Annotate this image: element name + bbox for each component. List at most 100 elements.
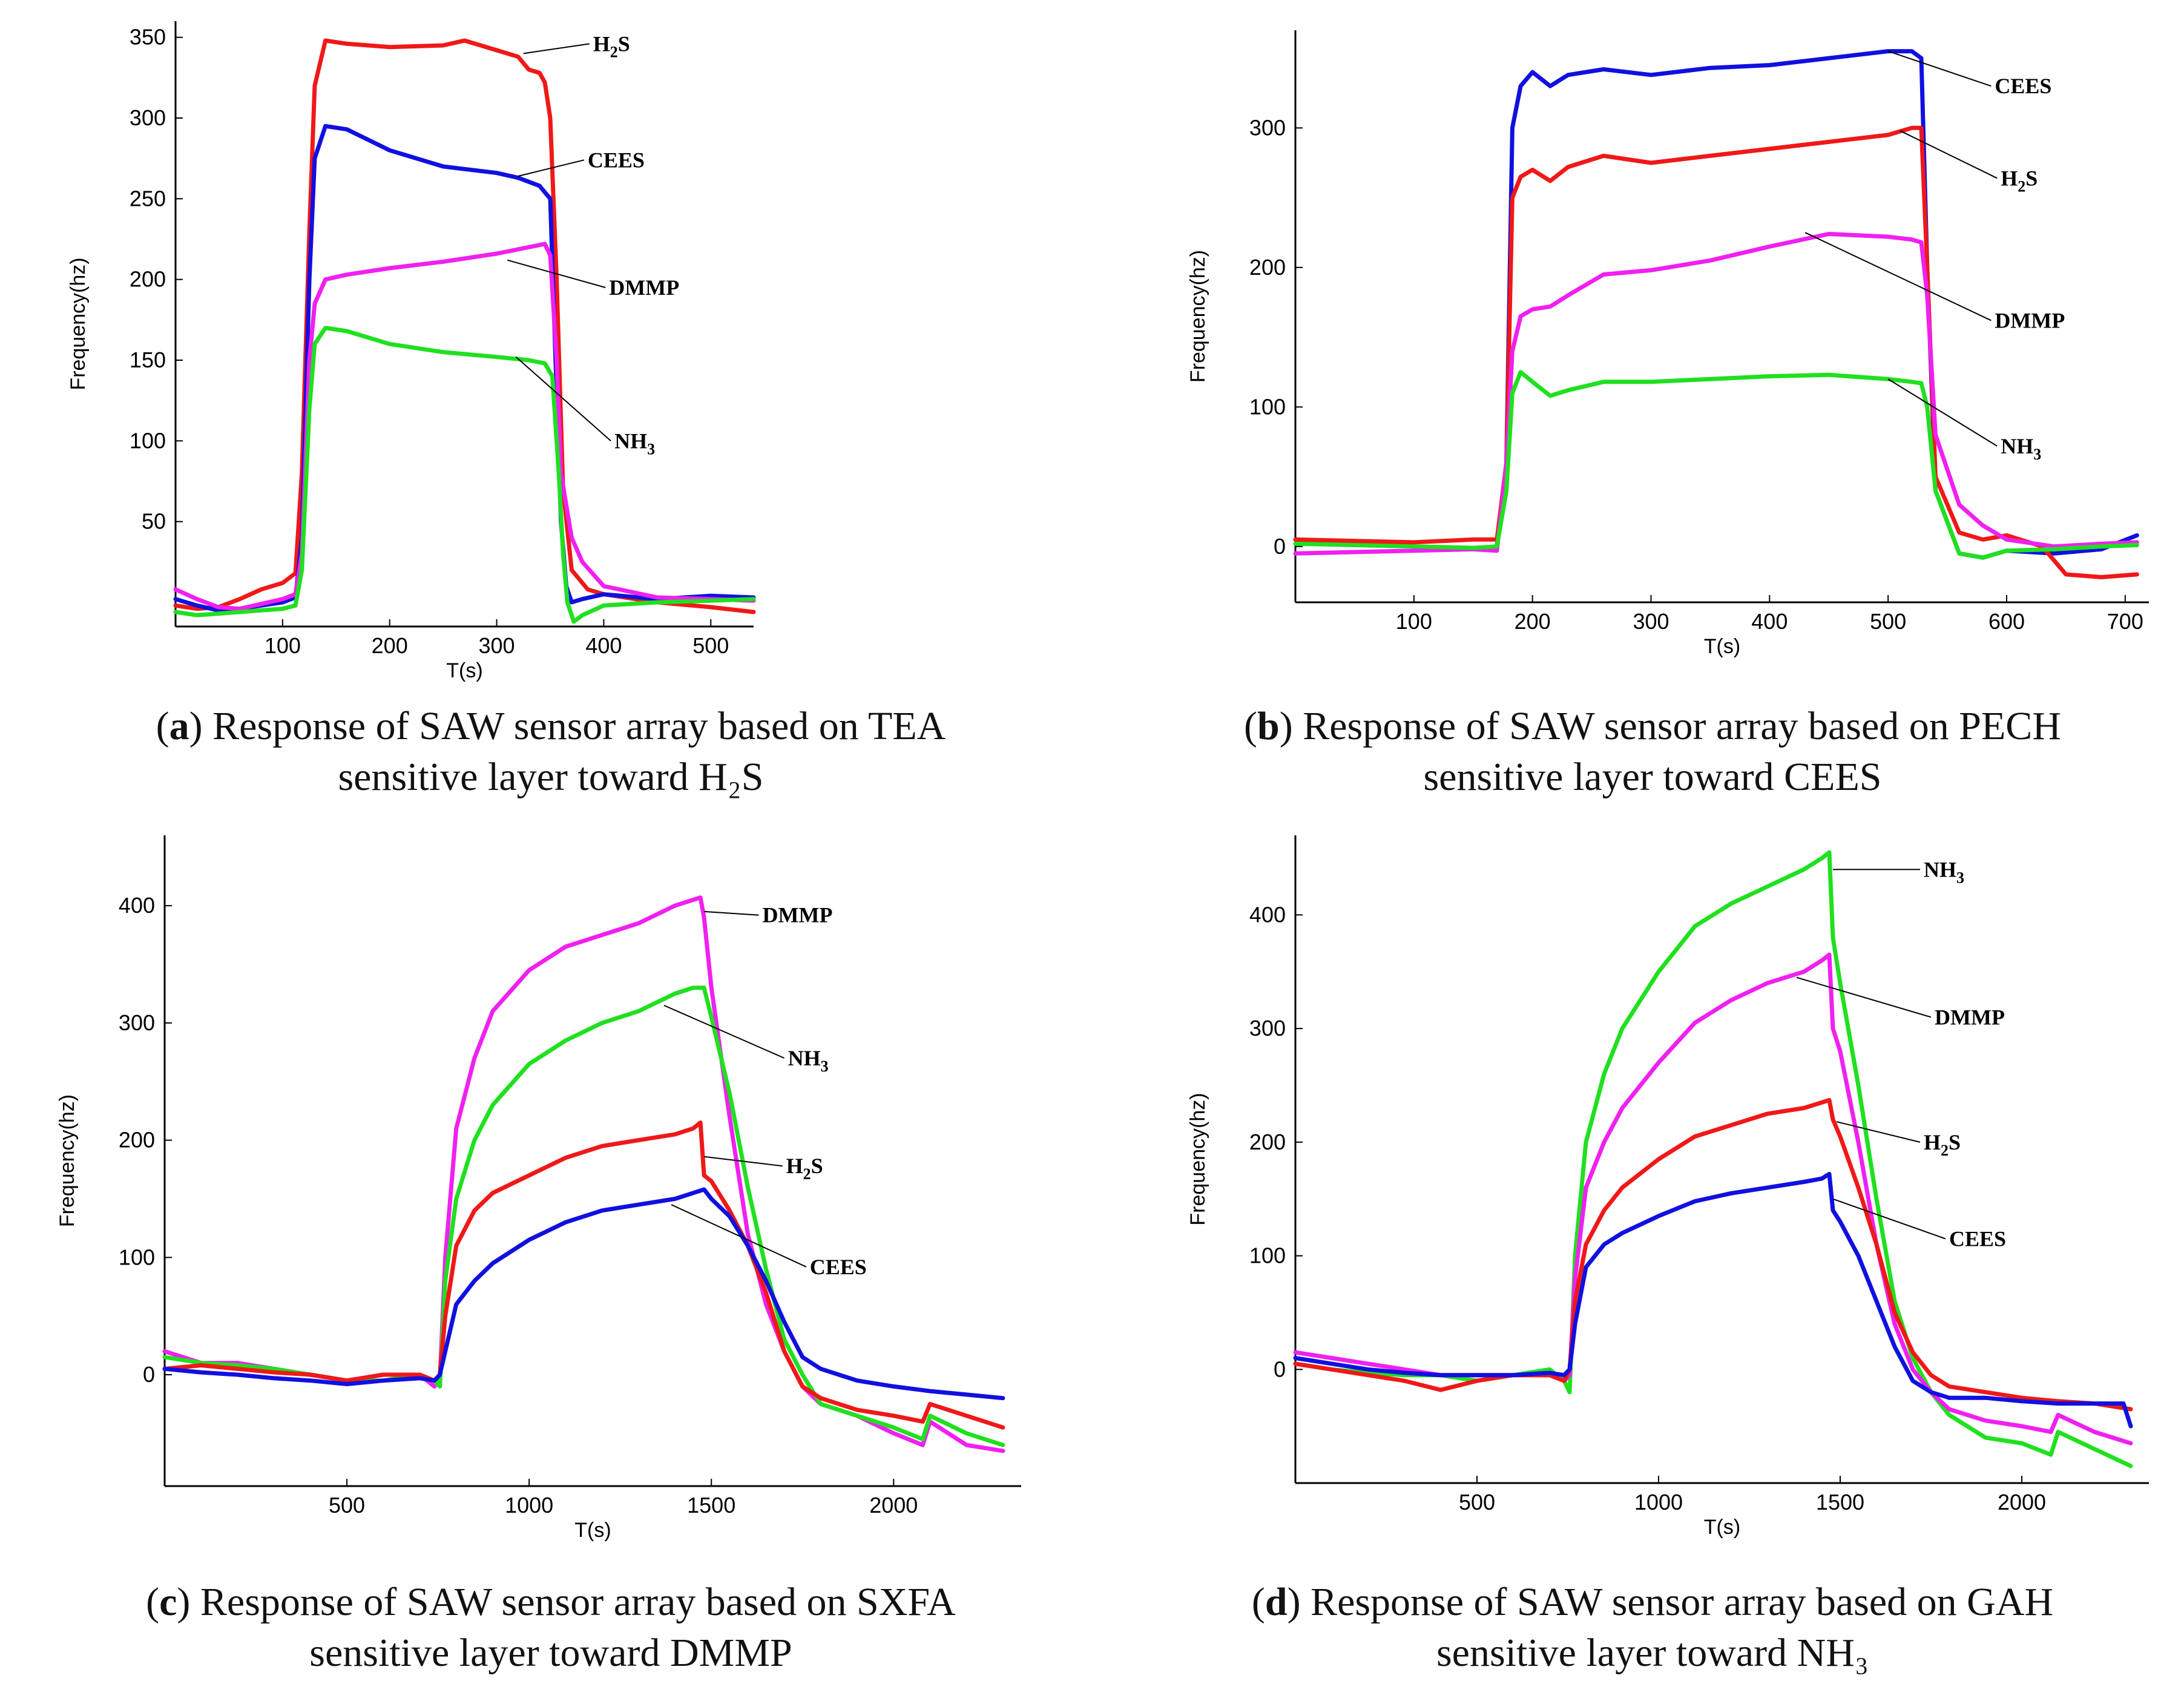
caption-c: (c) Response of SAW sensor array based o…: [18, 1577, 1084, 1679]
series-line-cees: [1293, 49, 2139, 560]
x-tick-label: 500: [1870, 609, 1906, 634]
callout-leader: [1887, 50, 1992, 87]
x-tick-label: 500: [692, 633, 729, 658]
callout-label-cees: CEES: [1949, 1226, 2006, 1251]
y-tick-label: 100: [119, 1245, 155, 1269]
y-tick-label: 0: [143, 1362, 155, 1387]
callout-label-h2s: H2S: [1924, 1130, 1961, 1159]
callout-label-h2s: H2S: [593, 31, 630, 61]
caption-c-letter: c: [159, 1580, 177, 1624]
x-tick-label: 400: [1751, 609, 1788, 634]
y-tick-label: 300: [1249, 1016, 1286, 1041]
callout-leader: [523, 43, 590, 54]
caption-b-letter: b: [1257, 704, 1280, 748]
x-tick-label: 100: [265, 633, 301, 658]
x-axis-label: T(s): [446, 659, 482, 682]
x-axis-label: T(s): [1704, 635, 1740, 658]
caption-a-letter: a: [169, 704, 189, 748]
y-axis-label: Frequency(hz): [56, 1094, 79, 1227]
callout-leader: [1796, 976, 1932, 1018]
callout-label-h2s: H2S: [786, 1154, 823, 1183]
series-line-h2s: [1293, 1097, 2133, 1412]
y-tick-label: 350: [130, 25, 166, 50]
callout-leader: [671, 1204, 807, 1268]
chart-c: 500 1000 1500 2000 0 100 200 300 400 T(s) Frequenc…: [56, 835, 1021, 1542]
series-line-h2s: [162, 1120, 1005, 1430]
callout-leader: [1832, 1198, 1946, 1240]
callout-label-cees: CEES: [1995, 74, 2051, 98]
callout-leader: [1899, 130, 1998, 179]
y-tick-label: 300: [119, 1010, 155, 1035]
y-tick-label: 100: [130, 428, 166, 453]
x-tick-label: 1500: [1816, 1490, 1864, 1515]
callout-label-h2s: H2S: [2001, 166, 2038, 195]
y-tick-label: 150: [130, 347, 166, 372]
caption-b-line2: sensitive layer toward CEES: [1423, 755, 1882, 799]
x-tick-label: 2000: [869, 1493, 918, 1518]
callout-leader: [515, 356, 611, 442]
caption-a-line1: Response of SAW sensor array based on TE…: [212, 704, 946, 748]
callout-leader: [518, 159, 585, 177]
x-tick-label: 200: [372, 633, 408, 658]
y-axis-label: Frequency(hz): [1186, 1093, 1209, 1225]
x-axis-label: T(s): [1704, 1516, 1740, 1539]
x-tick-label: 2000: [1998, 1490, 2046, 1515]
x-tick-label: 300: [479, 633, 515, 658]
caption-c-line2: sensitive layer toward DMMP: [309, 1631, 792, 1675]
caption-d: (d) Response of SAW sensor array based o…: [1120, 1577, 2184, 1679]
callout-label-cees: CEES: [810, 1255, 867, 1279]
callout-leader: [663, 1004, 785, 1059]
series-line-h2s: [1293, 125, 2139, 579]
callout-leader: [704, 1156, 783, 1167]
x-tick-label: 600: [1988, 609, 2025, 634]
series-line-dmmp: [1293, 232, 2139, 556]
series-line-cees: [1293, 1171, 2133, 1429]
y-tick-label: 0: [1274, 1357, 1286, 1381]
caption-a-line2: sensitive layer toward H₂S: [338, 755, 764, 799]
caption-d-line2: sensitive layer toward NH₃: [1436, 1631, 1869, 1675]
series-line-dmmp: [162, 895, 1005, 1453]
caption-d-line1: Response of SAW sensor array based on GA…: [1311, 1580, 2054, 1624]
y-axis-label: Frequency(hz): [67, 257, 90, 390]
caption-a: (a) Response of SAW sensor array based o…: [18, 701, 1084, 803]
caption-b-line1: Response of SAW sensor array based on PE…: [1303, 704, 2061, 748]
callout-leader: [1804, 232, 1992, 321]
x-tick-label: 1500: [687, 1493, 735, 1518]
chart-a: 100 200 300 400 500 50 100 150 200 250 300 350 T(s) F…: [67, 21, 756, 682]
x-tick-label: 500: [1459, 1490, 1495, 1515]
y-tick-label: 400: [119, 893, 155, 918]
x-tick-label: 1000: [505, 1493, 553, 1518]
series-line-h2s: [173, 38, 756, 614]
callout-leader: [704, 910, 759, 916]
callout-label-nh3: NH3: [614, 429, 655, 458]
caption-d-letter: d: [1265, 1580, 1288, 1624]
x-tick-label: 1000: [1634, 1490, 1683, 1515]
callout-label-dmmp: DMMP: [609, 275, 679, 300]
x-axis-label: T(s): [574, 1519, 611, 1542]
callout-label-cees: CEES: [588, 148, 645, 172]
caption-b: (b) Response of SAW sensor array based o…: [1120, 701, 2184, 803]
callout-label-dmmp: DMMP: [762, 903, 832, 927]
x-tick-label: 300: [1633, 609, 1669, 634]
y-tick-label: 0: [1274, 534, 1286, 559]
series-line-cees: [173, 123, 756, 613]
series-line-dmmp: [173, 242, 756, 611]
callout-leader: [1887, 378, 1998, 447]
callout-label-nh3: NH3: [2001, 434, 2041, 463]
callout-label-dmmp: DMMP: [1995, 308, 2065, 332]
callout-leader: [1836, 1121, 1921, 1143]
y-tick-label: 200: [1249, 1130, 1286, 1154]
y-tick-label: 100: [1249, 1243, 1286, 1268]
callout-label-nh3: NH3: [788, 1046, 829, 1075]
x-tick-label: 200: [1515, 609, 1551, 634]
chart-b: 100 200 300 400 500 600 700 0 100 200 300 T(s) Frequ…: [1186, 30, 2149, 658]
series-line-nh3: [173, 326, 756, 624]
y-tick-label: 250: [130, 186, 166, 211]
y-tick-label: 300: [130, 105, 166, 130]
series-line-cees: [162, 1187, 1005, 1401]
x-tick-label: 400: [585, 633, 622, 658]
x-tick-label: 100: [1396, 609, 1432, 634]
y-tick-label: 50: [142, 509, 166, 534]
x-tick-label: 700: [2107, 609, 2143, 634]
